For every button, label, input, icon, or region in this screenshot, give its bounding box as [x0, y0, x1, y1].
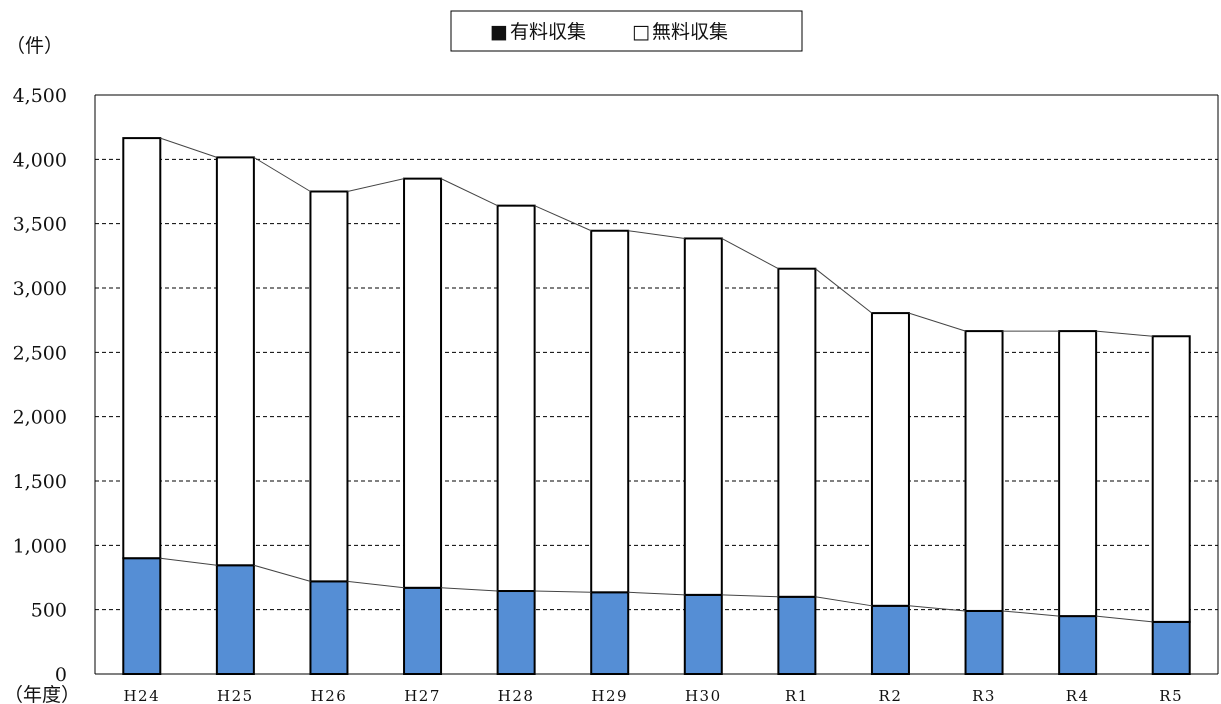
series-line-total: [347, 178, 405, 192]
series-line-total: [628, 230, 685, 239]
axes: [94, 94, 1219, 675]
x-tick-label: R4: [1066, 687, 1090, 704]
y-tick-label: 1,500: [13, 471, 67, 493]
series-line-total: [440, 178, 498, 207]
x-tick-label: H26: [311, 687, 348, 704]
series-line-total: [721, 238, 779, 270]
series-line-paid: [815, 596, 873, 607]
bar-free-collection: [1058, 330, 1098, 618]
bar-free-collection: [215, 156, 255, 567]
bar-paid-collection: [122, 557, 162, 676]
legend-icon-free: □: [632, 21, 650, 43]
trend-lines: [160, 137, 1153, 623]
bar-free-collection: [122, 137, 162, 560]
bar-paid-collection: [777, 595, 817, 675]
bar-free-collection: [777, 267, 817, 598]
x-tick-label: H27: [404, 687, 441, 704]
y-tick-label: 2,000: [13, 407, 67, 429]
y-tick-label: 4,500: [13, 85, 67, 107]
x-tick-labels: H24 H25 H26 H27 H28 H29 H30 R1 R2 R3 R4 R5: [123, 687, 1183, 704]
series-line-paid: [160, 557, 217, 566]
x-tick-label: R3: [972, 687, 996, 704]
series-line-paid: [721, 594, 779, 598]
series-line-paid: [441, 587, 498, 592]
series-line-paid: [1096, 615, 1153, 623]
legend-icon-paid: ■: [490, 21, 508, 43]
bar-free-collection: [590, 229, 630, 594]
y-tick-label: 3,500: [13, 214, 67, 236]
series-line-paid: [908, 605, 966, 612]
series-line-total: [160, 137, 218, 158]
bar-paid-collection: [496, 590, 536, 676]
series-line-total: [534, 205, 592, 232]
bar-free-collection: [403, 177, 443, 589]
series-line-paid: [628, 591, 685, 596]
series-line-paid: [347, 580, 405, 589]
series-line-total: [908, 312, 966, 332]
series-line-total: [253, 156, 311, 192]
x-tick-label: H24: [123, 687, 160, 704]
series-line-paid: [253, 564, 311, 582]
y-tick-labels: 0 500 1,000 1,500 2,000 2,500 3,000 3,500 4,000 4…: [13, 85, 67, 686]
bar-paid-collection: [590, 591, 630, 676]
x-tick-label: H28: [498, 687, 535, 704]
bar-paid-collection: [964, 609, 1004, 675]
bar-paid-collection: [1151, 620, 1191, 676]
bar-free-collection: [496, 204, 536, 593]
bar-paid-collection: [870, 604, 910, 675]
bar-paid-collection: [309, 580, 349, 675]
y-tick-label: 4,000: [13, 149, 67, 171]
series-line-paid: [534, 590, 592, 593]
legend-label-free: 無料収集: [652, 21, 728, 43]
bar-paid-collection: [683, 593, 723, 675]
gridlines: [95, 158, 1218, 611]
x-tick-label: R2: [879, 687, 903, 704]
bar-free-collection: [683, 237, 723, 596]
series-line-total: [1096, 330, 1153, 337]
bars: [122, 137, 1191, 676]
x-tick-label: H25: [217, 687, 254, 704]
y-axis-title: （件）: [6, 35, 63, 57]
y-tick-label: 0: [55, 664, 67, 686]
bar-free-collection: [309, 190, 349, 583]
y-tick-label: 3,000: [13, 278, 67, 300]
y-tick-label: 1,000: [13, 535, 67, 557]
bar-free-collection: [964, 330, 1004, 612]
bar-free-collection: [1151, 335, 1191, 623]
bar-paid-collection: [215, 564, 255, 676]
bar-free-collection: [870, 312, 910, 607]
x-tick-label: H30: [685, 687, 722, 704]
x-tick-label: R5: [1159, 687, 1183, 704]
series-line-paid: [1002, 610, 1060, 617]
legend: ■ 有料収集 □ 無料収集: [450, 10, 803, 52]
bar-paid-collection: [403, 586, 443, 675]
y-tick-label: 500: [31, 600, 67, 622]
bar-paid-collection: [1058, 615, 1098, 675]
legend-box: [450, 10, 803, 52]
x-tick-label: R1: [785, 687, 809, 704]
series-line-total: [815, 268, 873, 314]
legend-label-paid: 有料収集: [510, 21, 586, 43]
y-tick-label: 2,500: [13, 342, 67, 364]
x-axis-title: （年度）: [4, 684, 80, 704]
x-tick-label: H29: [591, 687, 628, 704]
